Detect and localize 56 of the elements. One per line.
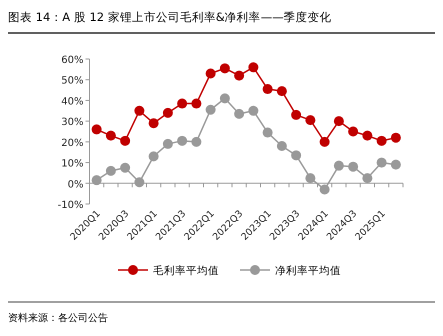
point xyxy=(134,177,144,188)
point xyxy=(148,151,159,162)
point xyxy=(234,70,244,81)
point xyxy=(191,98,202,109)
point xyxy=(390,160,401,170)
point xyxy=(177,98,188,109)
point xyxy=(248,62,258,72)
point xyxy=(162,138,173,149)
point xyxy=(334,160,344,171)
point xyxy=(234,108,244,119)
y-tick-label: 0% xyxy=(68,179,84,190)
point xyxy=(334,116,344,126)
y-tick-label: 30% xyxy=(61,117,84,128)
point xyxy=(348,162,358,172)
point xyxy=(206,104,216,115)
text: 资料来源：各公司公告 xyxy=(8,312,108,324)
point xyxy=(120,136,130,146)
point xyxy=(305,173,316,184)
y-tick-label: 50% xyxy=(61,76,84,87)
y-tick-label: 10% xyxy=(61,158,84,170)
point xyxy=(320,184,330,194)
point xyxy=(191,136,202,147)
point xyxy=(92,124,102,134)
legend-label: 毛利率平均值 xyxy=(153,264,219,277)
point xyxy=(248,106,258,116)
y-tick-label: 60% xyxy=(61,55,84,66)
point xyxy=(348,126,358,136)
point xyxy=(92,175,102,186)
point xyxy=(220,63,230,74)
point xyxy=(206,68,216,78)
point xyxy=(177,136,188,146)
y-tick-label: 40% xyxy=(61,96,84,108)
point xyxy=(120,162,130,173)
point xyxy=(220,93,230,104)
y-tick-label: -10% xyxy=(58,200,84,211)
point xyxy=(291,150,302,160)
point xyxy=(106,130,116,141)
point xyxy=(362,130,372,141)
point xyxy=(362,173,372,184)
point xyxy=(291,110,302,120)
point xyxy=(305,115,316,126)
point xyxy=(276,141,287,151)
point xyxy=(262,128,273,138)
point xyxy=(376,136,387,146)
point xyxy=(320,136,330,147)
point xyxy=(262,84,273,94)
point xyxy=(106,166,116,176)
point xyxy=(148,118,159,128)
chart-title: 图表 14：A 股 12 家锂上市公司毛利率&净利率——季度变化 xyxy=(8,10,332,24)
point xyxy=(162,108,173,118)
point xyxy=(390,132,401,143)
point xyxy=(376,158,387,168)
point xyxy=(134,106,144,116)
point xyxy=(276,86,287,96)
y-tick-label: 20% xyxy=(61,138,84,149)
legend-label: 净利率平均值 xyxy=(275,264,341,277)
